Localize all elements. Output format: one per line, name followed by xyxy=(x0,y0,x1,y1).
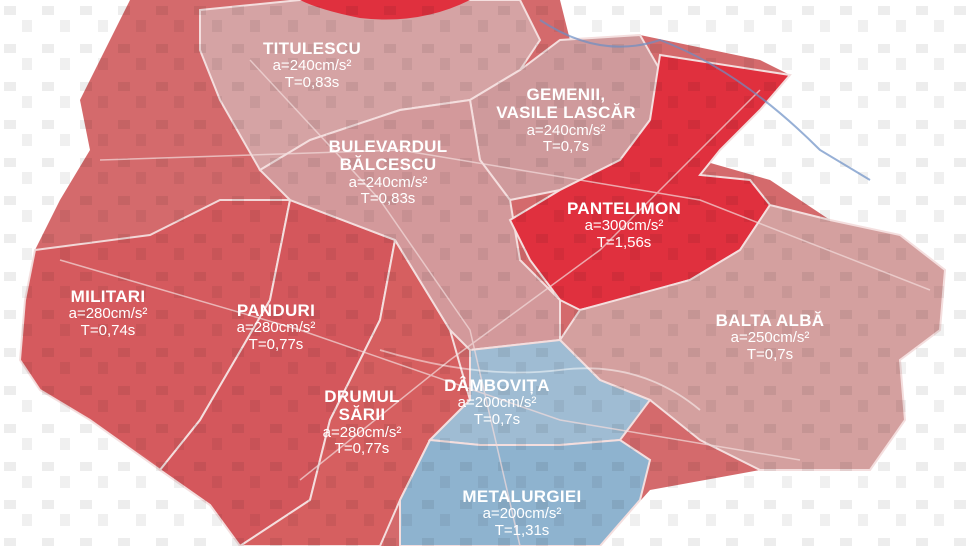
zone-name: BULEVARDUL xyxy=(328,137,448,156)
zone-period: T=0,77s xyxy=(248,335,304,353)
zone-accel: a=300cm/s² xyxy=(584,217,664,235)
river-colentina xyxy=(539,19,871,181)
label-metalurgiei: METALURGIEI a=200cm/s² T=1,31s xyxy=(462,487,582,539)
zone-period: T=0,7s xyxy=(542,137,590,155)
zone-accel: a=200cm/s² xyxy=(482,505,562,523)
zone-name-2: SĂRII xyxy=(338,405,386,425)
zone-name: MILITARI xyxy=(70,287,146,306)
zone-name: GEMENII, xyxy=(526,85,606,104)
zone-accel: a=280cm/s² xyxy=(236,319,316,337)
road-network xyxy=(59,59,931,546)
label-panduri: PANDURI a=280cm/s² T=0,77s xyxy=(236,301,316,353)
zone-period: T=0,74s xyxy=(80,321,136,339)
zone-period: T=0,7s xyxy=(473,410,521,428)
zone-period: T=0,83s xyxy=(284,73,340,91)
label-balcescu: BULEVARDUL BĂLCESCU a=240cm/s² T=0,83s xyxy=(328,137,448,207)
zone-accel: a=240cm/s² xyxy=(348,173,428,191)
label-titulescu: TITULESCU a=240cm/s² T=0,83s xyxy=(262,39,362,91)
zone-name: PANDURI xyxy=(236,301,316,320)
zone-name: PANTELIMON xyxy=(566,199,682,218)
zone-period: T=0,7s xyxy=(746,345,794,363)
label-drumul-sarii: DRUMUL SĂRII a=280cm/s² T=0,77s xyxy=(322,387,402,457)
zone-accel: a=240cm/s² xyxy=(272,57,352,75)
zone-name-2: VASILE LASCĂR xyxy=(496,103,636,123)
zone-accel: a=280cm/s² xyxy=(68,305,148,323)
zone-name-2: BĂLCESCU xyxy=(339,155,437,175)
zone-period: T=0,83s xyxy=(360,189,416,207)
zone-period: T=0,77s xyxy=(334,439,390,457)
river-dambovita xyxy=(379,349,701,411)
zone-name: BALTA ALBĂ xyxy=(715,311,825,330)
zone-period: T=1,31s xyxy=(494,521,550,539)
zone-name: DRUMUL xyxy=(324,387,400,406)
zone-accel: a=240cm/s² xyxy=(526,121,606,139)
label-balta-alba: BALTA ALBĂ a=250cm/s² T=0,7s xyxy=(715,311,825,363)
zone-accel: a=280cm/s² xyxy=(322,423,402,441)
label-pantelimon: PANTELIMON a=300cm/s² T=1,56s xyxy=(566,199,682,251)
zone-accel: a=200cm/s² xyxy=(457,394,537,412)
label-militari: MILITARI a=280cm/s² T=0,74s xyxy=(68,287,148,339)
label-gemenii: GEMENII, VASILE LASCĂR a=240cm/s² T=0,7s xyxy=(496,85,636,155)
zone-accel: a=250cm/s² xyxy=(730,329,810,347)
zone-name: TITULESCU xyxy=(262,39,362,58)
zone-name: DÂMBOVIȚA xyxy=(444,376,550,395)
label-dambovita: DÂMBOVIȚA a=200cm/s² T=0,7s xyxy=(444,376,550,428)
zone-name: METALURGIEI xyxy=(462,487,582,506)
zone-period: T=1,56s xyxy=(596,233,652,251)
